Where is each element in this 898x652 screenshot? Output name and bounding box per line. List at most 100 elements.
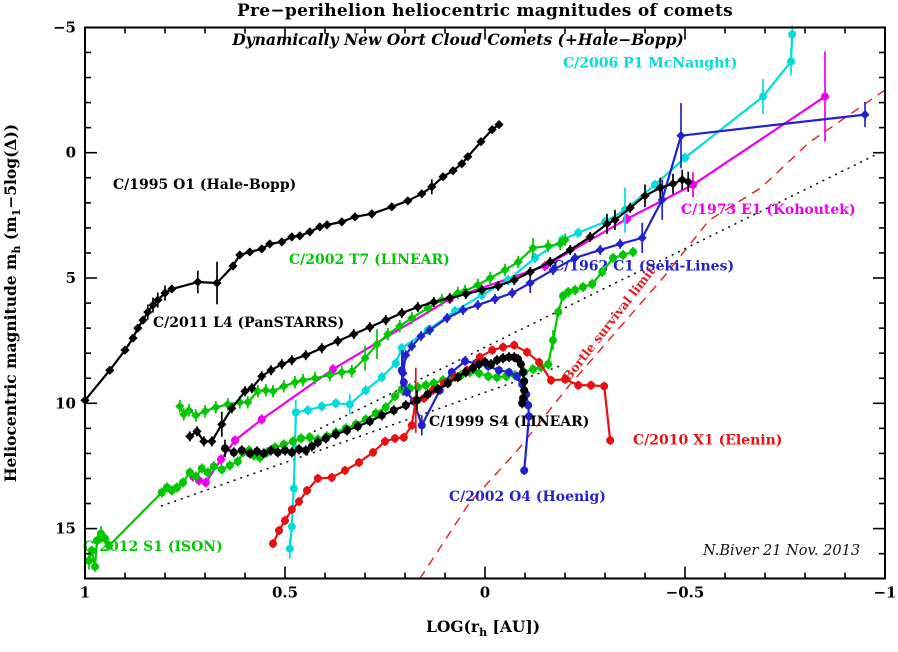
data-point [657,195,667,205]
data-point [212,278,222,288]
data-point [301,350,311,360]
data-point [287,232,297,242]
data-point [413,302,423,312]
data-point [179,409,189,419]
y-tick-label: 5 [66,269,76,287]
data-point [448,166,458,176]
data-point [369,448,377,457]
data-point [120,345,130,355]
data-point [615,239,625,249]
data-point [259,449,268,458]
data-point [493,356,501,365]
data-point [595,245,605,255]
data-point [315,222,325,232]
data-point [600,382,609,391]
data-point [343,426,351,435]
data-point [391,359,400,368]
data-point [225,461,234,470]
data-point [185,468,194,477]
data-point [253,447,261,456]
data-point [105,541,113,550]
data-point [235,250,245,260]
data-point [233,457,242,466]
data-point [350,212,360,222]
data-point [473,280,483,290]
data-point [425,325,435,335]
data-point [303,406,312,415]
data-point [528,243,538,253]
data-point [221,444,229,453]
data-point [525,278,535,288]
refline-bortle-survival-limit [419,89,886,580]
data-point [157,488,166,497]
data-point [365,417,374,426]
data-point [322,220,332,230]
data-point [403,196,413,206]
data-point [301,446,310,455]
data-point [416,331,426,341]
data-point [361,386,370,395]
data-point [290,377,300,387]
data-point [438,172,448,182]
data-point [518,399,527,408]
data-point [257,244,267,254]
data-point [525,412,533,421]
data-point [199,436,209,446]
data-point [295,231,305,241]
data-point [303,486,311,495]
data-point [175,401,185,411]
data-point [381,315,391,325]
data-point [217,455,225,464]
data-point [588,280,597,289]
data-point [570,253,580,263]
data-point [381,437,389,446]
data-point [185,431,195,441]
series-mcnaught [285,25,797,559]
refline-fit-line-long [294,149,886,442]
data-point [461,289,471,299]
data-point [560,235,570,245]
series-label-hoenig: C/2002 O4 (Hoenig) [449,489,606,505]
data-point [229,448,238,457]
data-point [490,294,500,304]
data-point [427,182,437,192]
data-point [564,288,573,297]
data-point [277,237,287,247]
data-point [377,411,386,420]
data-point [240,386,250,396]
data-point [485,273,495,283]
data-point [505,368,513,377]
y-tick-label: 15 [55,520,76,538]
data-point [277,359,287,369]
data-point [138,315,148,325]
data-point [345,400,354,409]
data-point [257,415,266,424]
x-tick-label: 0 [480,584,490,602]
data-point [313,438,322,447]
data-point [499,343,507,352]
series-label-kohoutek: C/1973 E1 (Kohoutek) [681,202,856,218]
data-point [579,283,587,292]
series-line-mcnaught [288,34,794,549]
data-point [655,183,665,193]
series-l4-panstarrs [185,169,693,447]
series-hale-bopp [80,120,504,405]
data-point [228,261,238,271]
data-point [247,383,257,393]
data-point [640,191,650,201]
data-point [417,421,426,430]
data-point [397,308,407,318]
data-point [423,303,433,313]
data-point [598,267,607,276]
data-point [493,373,501,382]
data-point [417,189,427,199]
data-point [295,445,303,454]
data-point [637,233,647,243]
data-point [676,131,686,141]
data-point [442,313,452,323]
refline-fit-line-shallow [160,365,562,507]
data-point [561,375,569,384]
data-point [281,516,289,525]
data-point [197,464,206,473]
data-point [307,442,316,451]
